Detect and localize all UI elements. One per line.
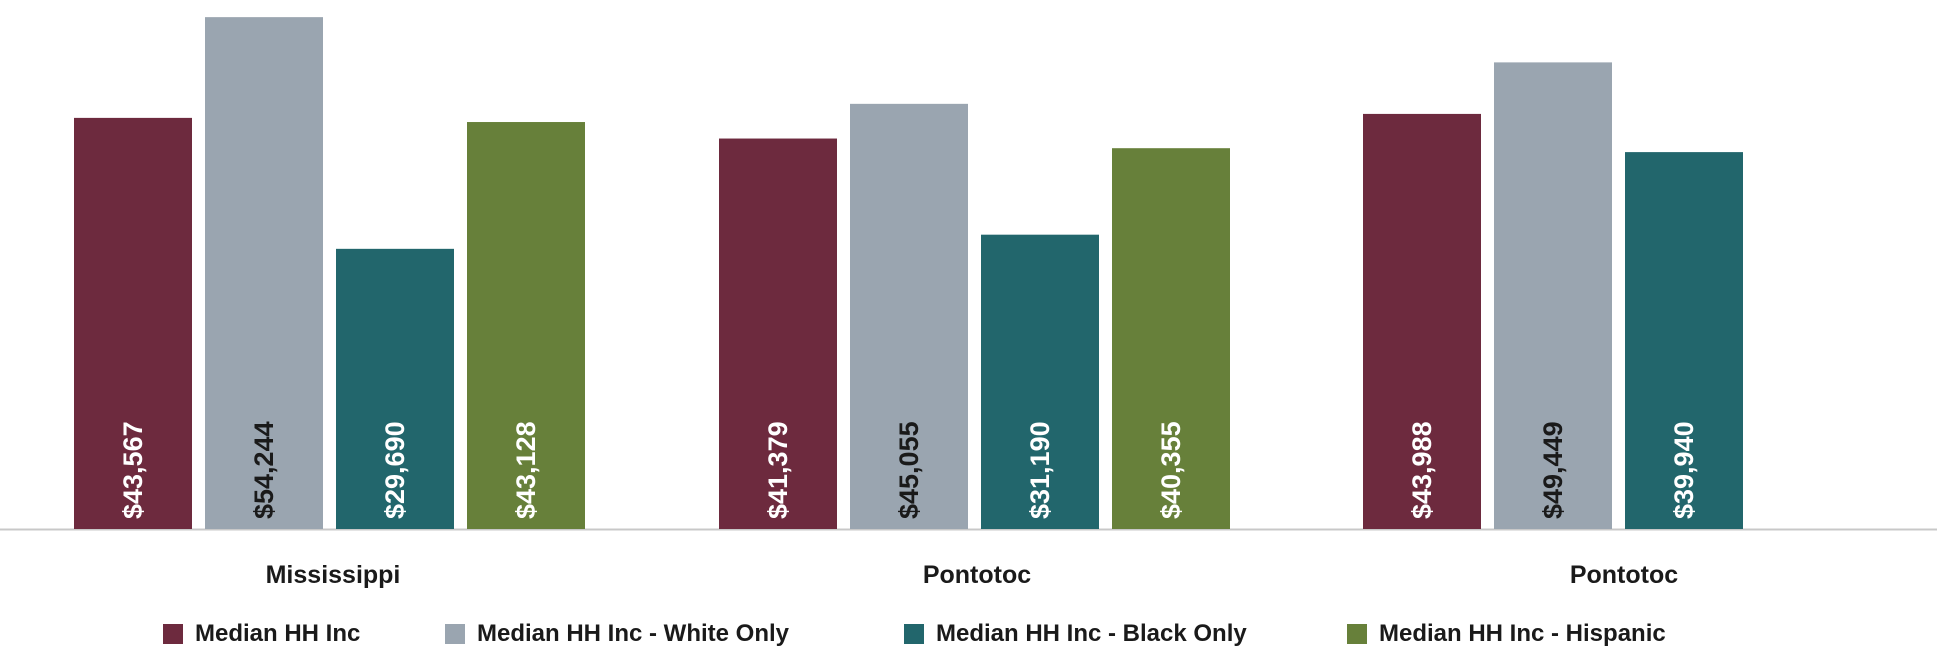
bar bbox=[719, 138, 837, 529]
bar bbox=[1494, 62, 1612, 529]
bar bbox=[850, 103, 968, 529]
bar bbox=[467, 122, 585, 530]
category-label: Pontotoc bbox=[1570, 561, 1678, 589]
data-label: $43,567 bbox=[118, 421, 148, 519]
bar-chart: $43,567 $54,244 $29,690 $43,128 $41,379 $45,0… bbox=[0, 17, 1937, 589]
data-label: $45,055 bbox=[894, 421, 924, 519]
legend-item: Median HH Inc - White Only bbox=[445, 620, 789, 648]
data-label: $39,940 bbox=[1669, 421, 1699, 519]
legend-swatch bbox=[163, 624, 183, 644]
legend: Median HH Inc Median HH Inc - White Only M… bbox=[0, 620, 1937, 654]
legend-swatch bbox=[445, 624, 465, 644]
data-label: $49,449 bbox=[1538, 421, 1568, 519]
data-label: $40,355 bbox=[1156, 421, 1186, 519]
legend-swatch bbox=[1347, 624, 1367, 644]
legend-label: Median HH Inc bbox=[195, 620, 361, 647]
data-label: $41,379 bbox=[763, 421, 793, 519]
bar bbox=[981, 234, 1099, 530]
bar bbox=[1363, 113, 1481, 529]
bar bbox=[205, 17, 323, 530]
bar bbox=[74, 117, 192, 529]
data-label: $43,128 bbox=[511, 421, 541, 519]
data-label: $43,988 bbox=[1407, 421, 1437, 519]
legend-swatch bbox=[904, 624, 924, 644]
legend-item: Median HH Inc - Hispanic bbox=[1347, 620, 1666, 648]
bar bbox=[1625, 152, 1743, 529]
data-label: $54,244 bbox=[249, 421, 279, 519]
legend-label: Median HH Inc - Hispanic bbox=[1379, 620, 1666, 647]
data-label: $31,190 bbox=[1025, 421, 1055, 519]
bar bbox=[336, 248, 454, 530]
legend-label: Median HH Inc - White Only bbox=[477, 620, 790, 647]
bar bbox=[1112, 148, 1230, 529]
legend-label: Median HH Inc - Black Only bbox=[936, 620, 1247, 647]
category-label: Pontotoc bbox=[923, 561, 1031, 589]
legend-item: Median HH Inc - Black Only bbox=[904, 620, 1247, 648]
data-label: $29,690 bbox=[380, 421, 410, 519]
legend-item: Median HH Inc bbox=[163, 620, 360, 648]
category-label: Mississippi bbox=[266, 561, 401, 589]
